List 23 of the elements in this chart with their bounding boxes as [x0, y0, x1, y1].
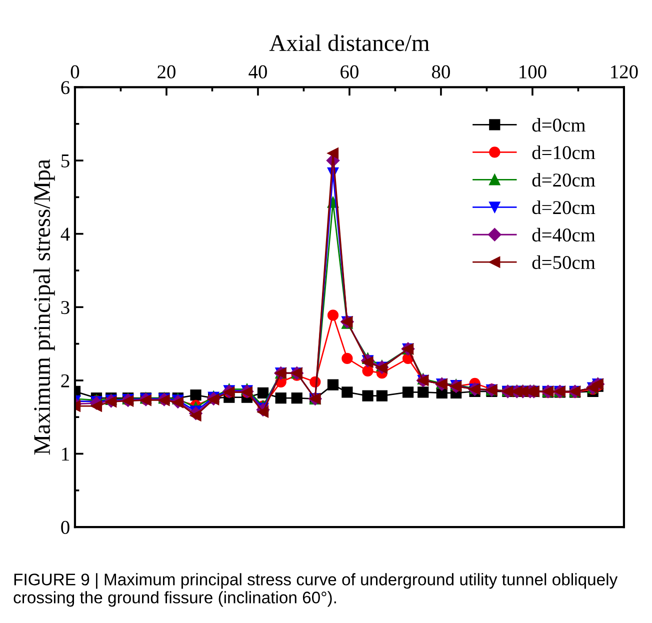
x-tick-label: 0	[70, 65, 80, 78]
legend-label: d=20cm	[532, 200, 596, 214]
x-tick-label: 20	[158, 65, 176, 78]
y-tick-label: 5	[62, 154, 70, 168]
legend-label: d=0cm	[532, 118, 586, 132]
y-tick-label: 3	[61, 301, 70, 314]
y-tick-label: 2	[61, 374, 70, 388]
x-tick-label: 100	[520, 65, 546, 78]
x-tick-label: 60	[340, 65, 358, 78]
y-tick-label: 4	[60, 228, 70, 241]
y-axis-title: Maximum principal stress/Mpa	[33, 159, 55, 455]
y-tick-label: 6	[61, 81, 70, 94]
x-tick-label: 120	[611, 65, 638, 78]
legend-label: d=50cm	[532, 255, 596, 270]
y-tick-label: 0	[61, 520, 70, 534]
x-tick-label: 80	[432, 65, 450, 78]
legend-label: d=10cm	[532, 146, 596, 160]
y-tick-label: 1	[62, 448, 69, 460]
x-tick-label: 40	[248, 65, 267, 78]
legend-label: d=40cm	[532, 228, 596, 242]
caption: FIGURE 9 | Maximum principal stress curve of underground utility tunnel obliquely crossing the ground fissure (inclination 60°).	[14, 573, 618, 607]
x-axis-title: Axial distance/m	[269, 34, 430, 52]
legend-label: d=20cm	[532, 172, 596, 187]
